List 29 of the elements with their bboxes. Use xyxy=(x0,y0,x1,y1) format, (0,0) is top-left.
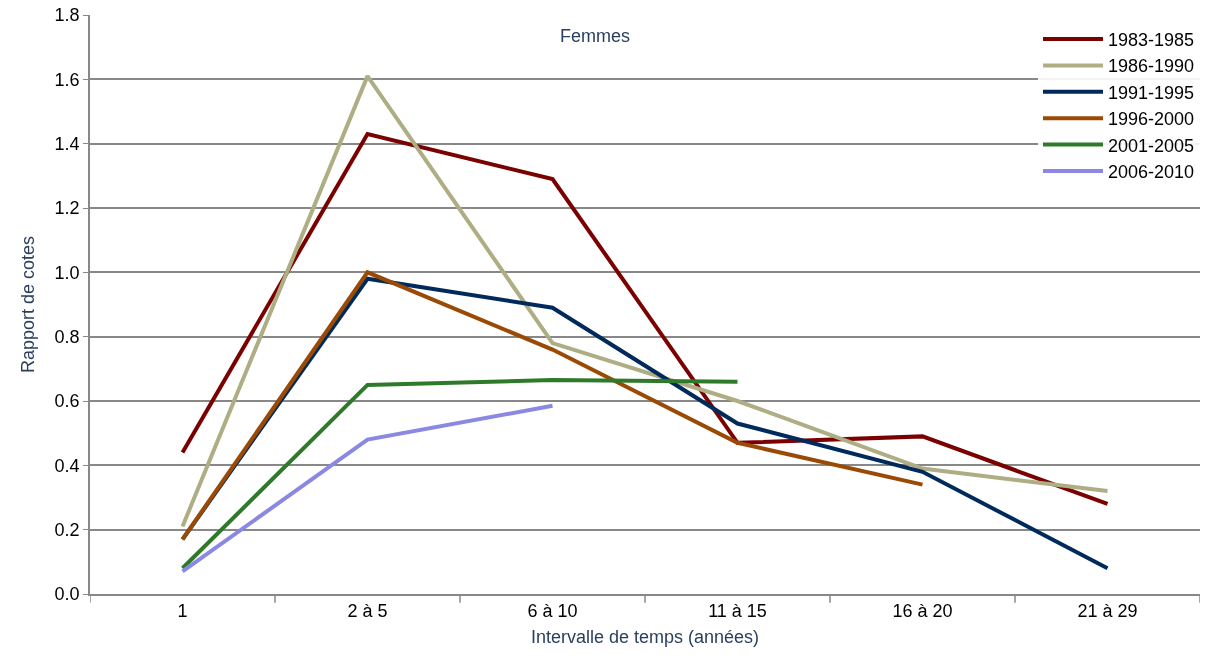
annotation: Femmes xyxy=(560,26,631,46)
line-series xyxy=(180,270,925,542)
legend-label: 2001-2005 xyxy=(1108,135,1195,156)
y-tick-label: 1.2 xyxy=(54,198,80,219)
x-tick-label: 16 à 20 xyxy=(892,601,953,622)
x-tick-label: 21 à 29 xyxy=(1077,601,1138,622)
y-tick-label: 1.6 xyxy=(54,69,80,90)
legend-label: 1996-2000 xyxy=(1108,109,1195,130)
legend-label: 1986-1990 xyxy=(1108,56,1195,77)
y-axis-title: Rapport de cotes xyxy=(18,235,39,374)
y-tick-label: 0.4 xyxy=(54,455,80,476)
y-tick-label: 0.2 xyxy=(54,519,80,540)
line-series xyxy=(180,132,1110,506)
y-tick-label: 1.4 xyxy=(54,133,80,154)
y-tick-label: 1.8 xyxy=(54,5,80,26)
line-series xyxy=(180,74,1110,529)
x-tick-label: 1 xyxy=(177,601,188,622)
legend-label: 1991-1995 xyxy=(1108,82,1195,103)
x-tick-label: 11 à 15 xyxy=(708,601,767,622)
y-tick-label: 0.8 xyxy=(54,326,80,347)
y-tick-label: 0.0 xyxy=(54,584,80,605)
y-tick-label: 0.6 xyxy=(54,391,80,412)
x-tick-label: 2 à 5 xyxy=(347,601,388,622)
x-tick-label: 6 à 10 xyxy=(527,601,578,622)
x-axis-title: Intervalle de temps (années) xyxy=(530,626,760,647)
line-series xyxy=(180,378,740,571)
legend-label: 1983-1985 xyxy=(1108,30,1195,51)
y-tick-label: 1.0 xyxy=(54,262,80,283)
legend-label: 2006-2010 xyxy=(1108,162,1195,183)
